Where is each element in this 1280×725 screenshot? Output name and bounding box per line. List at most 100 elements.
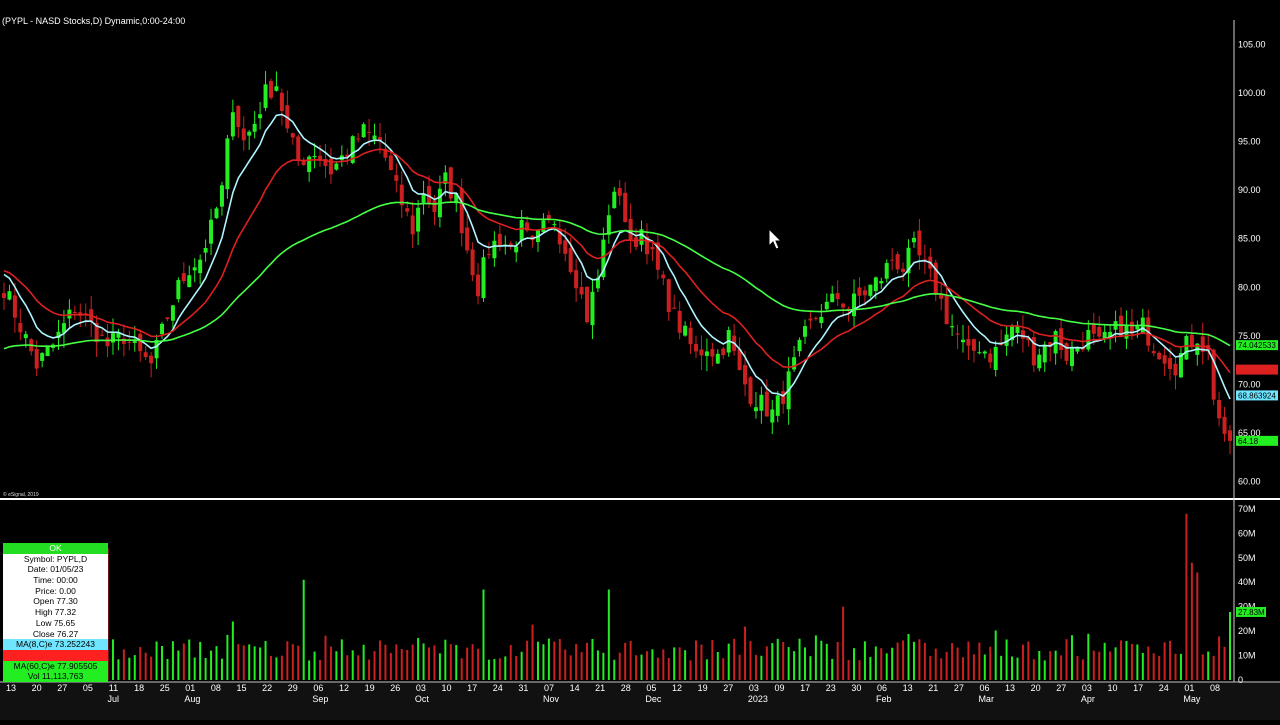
volume-bar xyxy=(319,659,322,680)
volume-bar xyxy=(744,626,747,680)
candle-body xyxy=(61,323,66,333)
volume-bar xyxy=(547,638,550,680)
time-tick-label: 05 xyxy=(83,683,93,693)
candle-body xyxy=(830,293,835,303)
candle-body xyxy=(541,220,546,232)
volume-bar xyxy=(526,640,529,680)
time-tick-label: 27 xyxy=(1056,683,1066,693)
candle-body xyxy=(72,311,77,313)
volume-bar xyxy=(117,659,120,680)
time-tick-label: 24 xyxy=(493,683,503,693)
volume-bar xyxy=(1120,640,1123,680)
time-tick-label: 01 xyxy=(185,683,195,693)
volume-tick-label: 0 xyxy=(1238,675,1243,685)
volume-bar xyxy=(858,660,861,680)
candle-body xyxy=(356,138,361,140)
candle-body xyxy=(377,137,382,142)
chart-title: (PYPL - NASD Stocks,D) Dynamic,0:00-24:0… xyxy=(2,16,186,26)
candle-body xyxy=(7,291,12,300)
volume-tick-label: 50M xyxy=(1238,553,1256,563)
candle-body xyxy=(792,357,797,370)
candle-body xyxy=(214,208,219,219)
volume-bar xyxy=(1109,651,1112,680)
volume-bar xyxy=(477,648,480,680)
volume-bar xyxy=(1130,643,1133,680)
candle-body xyxy=(427,186,432,204)
volume-marker-tag xyxy=(1236,606,1266,617)
price-tick-label: 95.00 xyxy=(1238,137,1261,147)
candle-body xyxy=(704,351,709,356)
volume-bar xyxy=(934,648,937,680)
price-tick-label: 80.00 xyxy=(1238,282,1261,292)
price-tick-label: 100.00 xyxy=(1238,88,1266,98)
candle-body xyxy=(590,291,595,326)
candle-body xyxy=(296,136,301,161)
time-tick-label: 29 xyxy=(288,683,298,693)
volume-bar xyxy=(531,624,534,680)
volume-bar xyxy=(809,656,812,680)
volume-bar xyxy=(428,647,431,680)
volume-bar xyxy=(624,642,627,680)
volume-bar xyxy=(242,645,245,680)
candle-body xyxy=(672,307,677,309)
volume-bar xyxy=(760,655,763,680)
time-tick-label: 20 xyxy=(32,683,42,693)
price-tick-label: 90.00 xyxy=(1238,185,1261,195)
data-window: OK Symbol: PYPL,D Date: 01/05/23 Time: 0… xyxy=(3,543,108,682)
volume-bar xyxy=(814,635,817,680)
time-tick-label: 30 xyxy=(851,683,861,693)
volume-bar xyxy=(727,643,730,680)
volume-bar xyxy=(738,654,741,680)
candle-body xyxy=(813,317,818,319)
candle-body xyxy=(1173,363,1178,376)
candle-body xyxy=(1189,334,1194,348)
candle-body xyxy=(465,227,470,251)
time-tick-label: 03 xyxy=(1082,683,1092,693)
candle-body xyxy=(1178,352,1183,378)
time-month-label: Nov xyxy=(543,694,560,704)
volume-bar xyxy=(177,650,180,680)
volume-bar xyxy=(1065,639,1068,680)
volume-bar xyxy=(1136,644,1139,680)
candle-body xyxy=(617,188,622,196)
volume-bar xyxy=(580,652,583,680)
volume-bar xyxy=(139,646,142,680)
volume-bar xyxy=(199,641,202,680)
candle-body xyxy=(933,262,938,294)
candle-body xyxy=(579,286,584,295)
time-tick-label: 20 xyxy=(1031,683,1041,693)
volume-bar xyxy=(820,640,823,680)
volume-bar xyxy=(182,643,185,680)
volume-bar xyxy=(716,652,719,680)
volume-bar xyxy=(754,654,757,680)
volume-bar xyxy=(482,589,485,680)
volume-bar xyxy=(983,654,986,680)
candle-body xyxy=(950,326,955,328)
ma60-value: MA(60,C)e 77.905505 xyxy=(3,660,108,672)
time-tick-label: 17 xyxy=(800,683,810,693)
candle-body xyxy=(868,284,873,296)
candle-body xyxy=(388,155,393,170)
volume-bar xyxy=(1218,636,1221,680)
volume-bar xyxy=(449,644,452,680)
candle-body xyxy=(775,395,780,416)
volume-bar xyxy=(765,646,768,680)
candle-body xyxy=(432,200,437,212)
candle-body xyxy=(574,270,579,289)
volume-bar xyxy=(204,657,207,680)
volume-bar xyxy=(1092,650,1095,680)
candle-body xyxy=(585,286,590,323)
time-month-label: Dec xyxy=(645,694,662,704)
candle-body xyxy=(143,352,148,358)
candle-body xyxy=(770,409,775,423)
ma-line-60 xyxy=(3,201,1231,350)
price-tick-label: 105.00 xyxy=(1238,40,1266,50)
volume-bar xyxy=(1038,650,1041,680)
volume-bar xyxy=(122,649,125,680)
candle-body xyxy=(1102,331,1107,339)
candle-body xyxy=(12,295,17,318)
candle-body xyxy=(623,192,628,223)
candle-body xyxy=(508,243,513,247)
